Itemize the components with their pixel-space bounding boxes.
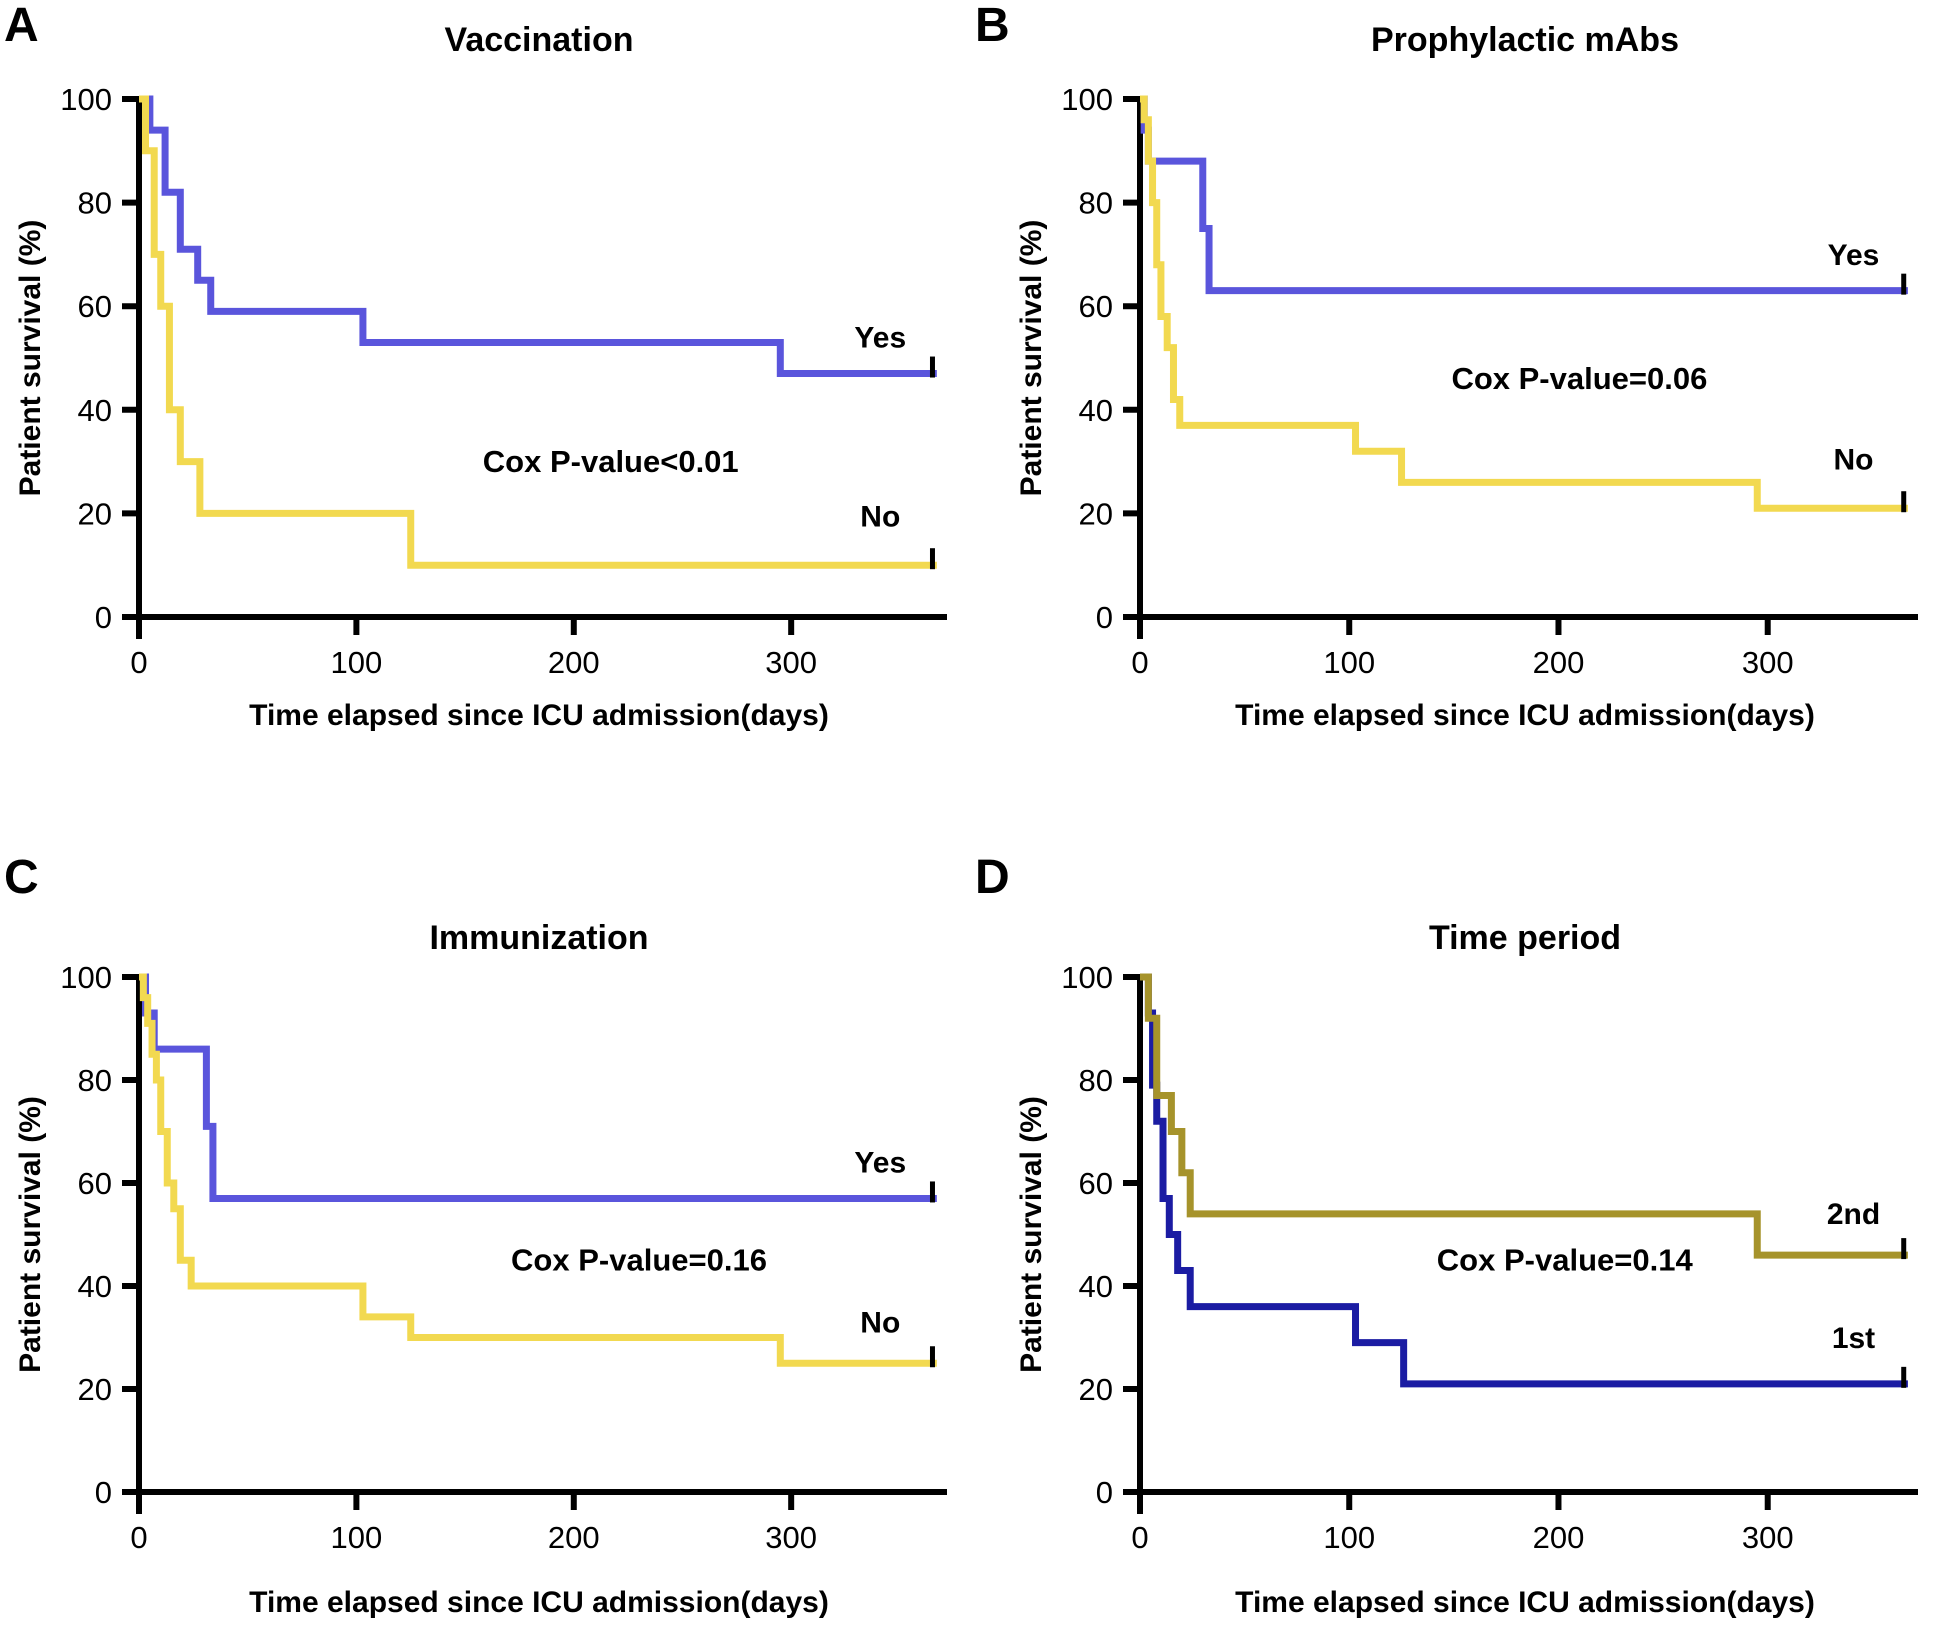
x-tick-label: 300 (1742, 1520, 1794, 1555)
survival-curve-1st (1140, 973, 1908, 1388)
x-tick-label: 100 (1323, 1520, 1375, 1555)
y-tick-label: 0 (95, 1475, 112, 1510)
survival-curve-yes (139, 95, 937, 378)
survival-curve-no (1140, 95, 1908, 512)
survival-curve-yes (139, 973, 937, 1202)
x-axis-label: Time elapsed since ICU admission(days) (249, 1586, 829, 1619)
x-tick-label: 200 (1533, 1520, 1585, 1555)
x-tick-label: 200 (1533, 645, 1585, 680)
y-tick-label: 100 (60, 960, 112, 995)
km-chart-vaccination: 0 20 40 60 80 100 0 100 200 300 Time elapsed since… (14, 82, 947, 732)
y-tick-label: 20 (78, 496, 112, 531)
y-tick-label: 20 (1079, 1372, 1113, 1407)
y-axis-label: Patient survival (%) (1015, 220, 1048, 497)
y-tick-label: 60 (78, 289, 112, 324)
panel-letter-c: C (4, 851, 39, 904)
x-tick-label: 100 (331, 1520, 383, 1555)
series-label-2nd: 2nd (1827, 1198, 1880, 1231)
y-tick-label: 40 (78, 1269, 112, 1304)
y-tick-label: 40 (1079, 393, 1113, 428)
x-tick-label: 0 (130, 1520, 147, 1555)
cox-pvalue-annotation: Cox P-value<0.01 (483, 444, 739, 479)
x-tick-label: 100 (331, 645, 383, 680)
y-tick-label: 80 (1079, 1063, 1113, 1098)
series-label-yes: Yes (854, 1147, 906, 1180)
cox-pvalue-annotation: Cox P-value=0.06 (1451, 361, 1707, 396)
panel-letter-a: A (4, 0, 39, 52)
panel-letter-b: B (975, 0, 1010, 52)
x-axis-label: Time elapsed since ICU admission(days) (249, 699, 829, 732)
y-tick-label: 0 (95, 600, 112, 635)
series-label-no: No (860, 500, 900, 533)
series-label-yes: Yes (854, 322, 906, 355)
y-tick-label: 20 (1079, 496, 1113, 531)
x-tick-label: 200 (548, 645, 600, 680)
y-tick-label: 100 (60, 82, 112, 117)
y-axis-label: Patient survival (%) (14, 1096, 47, 1373)
x-tick-label: 200 (548, 1520, 600, 1555)
panel-title-immunization: Immunization (429, 919, 649, 957)
survival-curve-2nd (1140, 973, 1908, 1259)
series-label-no: No (860, 1306, 900, 1339)
panel-letter-d: D (975, 851, 1010, 904)
cox-pvalue-annotation: Cox P-value=0.16 (511, 1243, 767, 1278)
y-tick-label: 40 (1079, 1269, 1113, 1304)
survival-curve-no (139, 973, 937, 1367)
series-label-1st: 1st (1832, 1322, 1875, 1355)
y-tick-label: 60 (1079, 1166, 1113, 1201)
y-axis-label: Patient survival (%) (14, 220, 47, 497)
x-tick-label: 0 (1131, 1520, 1148, 1555)
y-tick-label: 80 (78, 186, 112, 221)
y-tick-label: 100 (1061, 82, 1113, 117)
km-chart-time-period: 0 20 40 60 80 100 0 100 200 300 Time elapsed since… (1015, 960, 1918, 1619)
cox-pvalue-annotation: Cox P-value=0.14 (1437, 1243, 1694, 1278)
km-chart-prophylactic-mabs: 0 20 40 60 80 100 0 100 200 300 Time elapsed since… (1015, 82, 1918, 732)
km-chart-immunization: 0 20 40 60 80 100 0 100 200 300 Time elapsed since… (14, 960, 947, 1619)
series-label-yes: Yes (1828, 239, 1880, 272)
survival-curve-no (139, 95, 937, 569)
y-axis-label: Patient survival (%) (1015, 1096, 1048, 1373)
y-tick-label: 0 (1096, 1475, 1113, 1510)
survival-curve-yes (1140, 95, 1908, 295)
x-tick-label: 300 (765, 645, 817, 680)
y-tick-label: 20 (78, 1372, 112, 1407)
panel-title-prophylactic-mabs: Prophylactic mAbs (1371, 21, 1679, 59)
y-tick-label: 100 (1061, 960, 1113, 995)
y-tick-label: 80 (78, 1063, 112, 1098)
x-tick-label: 0 (130, 645, 147, 680)
y-tick-label: 0 (1096, 600, 1113, 635)
x-tick-label: 0 (1131, 645, 1148, 680)
x-tick-label: 300 (765, 1520, 817, 1555)
y-tick-label: 60 (78, 1166, 112, 1201)
series-label-no: No (1834, 443, 1874, 476)
x-axis-label: Time elapsed since ICU admission(days) (1235, 699, 1815, 732)
panel-title-time-period: Time period (1428, 919, 1622, 957)
x-tick-label: 300 (1742, 645, 1794, 680)
x-tick-label: 100 (1323, 645, 1375, 680)
y-tick-label: 60 (1079, 289, 1113, 324)
panel-title-vaccination: Vaccination (444, 21, 634, 59)
x-axis-label: Time elapsed since ICU admission(days) (1235, 1586, 1815, 1619)
y-tick-label: 40 (78, 393, 112, 428)
y-tick-label: 80 (1079, 186, 1113, 221)
